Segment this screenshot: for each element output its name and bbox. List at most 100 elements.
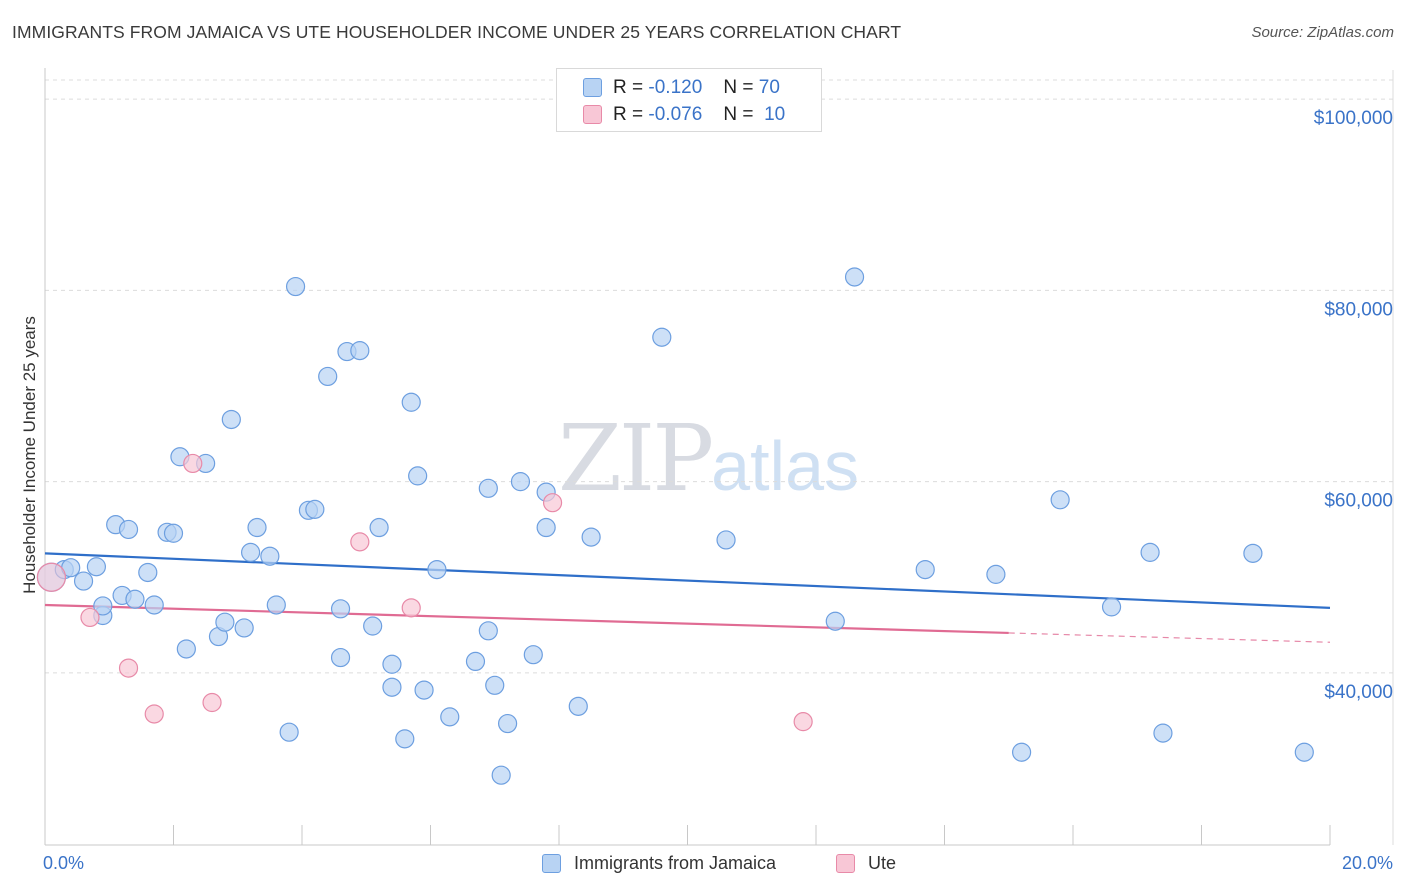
legend-n-label: N = — [723, 104, 754, 125]
trend-line-ute — [44, 603, 1009, 635]
point-jamaica — [285, 276, 306, 297]
y-tick-label: $40,000 — [1324, 682, 1393, 703]
legend-r-label: R = — [613, 104, 644, 125]
point-ute — [202, 692, 222, 713]
gridlines — [45, 79, 1395, 674]
point-jamaica — [986, 564, 1006, 584]
point-jamaica — [465, 651, 486, 672]
point-jamaica — [330, 599, 351, 619]
point-jamaica — [1294, 742, 1314, 762]
point-jamaica — [93, 596, 113, 616]
point-jamaica — [485, 675, 505, 695]
point-jamaica — [369, 517, 389, 538]
point-jamaica — [144, 595, 164, 615]
point-jamaica — [510, 472, 531, 492]
point-jamaica — [523, 645, 543, 665]
point-jamaica — [581, 527, 601, 547]
point-jamaica — [844, 267, 865, 287]
point-jamaica — [536, 517, 556, 538]
point-jamaica — [266, 595, 286, 615]
point-jamaica — [318, 366, 338, 387]
point-jamaica — [408, 466, 428, 486]
point-jamaica — [414, 680, 434, 700]
point-jamaica — [1050, 490, 1070, 510]
point-jamaica — [118, 519, 139, 540]
x-tick-label-max: 20.0% — [1342, 853, 1393, 873]
point-jamaica — [234, 618, 254, 638]
point-jamaica — [221, 409, 241, 430]
trend-line-dashed-ute — [1008, 632, 1331, 643]
point-jamaica — [716, 530, 736, 550]
point-jamaica — [652, 327, 672, 347]
point-jamaica — [279, 722, 299, 742]
legend-r-value: -0.076 — [648, 104, 703, 125]
point-ute — [542, 493, 563, 513]
legend-swatch-jamaica — [542, 854, 561, 873]
y-tick-label: $80,000 — [1324, 299, 1393, 320]
point-jamaica — [1153, 723, 1173, 743]
source-credit: Source: ZipAtlas.com — [1251, 24, 1394, 41]
point-jamaica — [125, 589, 145, 609]
point-jamaica — [440, 707, 460, 727]
x-tick-label-min: 0.0% — [43, 853, 84, 873]
legend-swatch-ute — [836, 854, 855, 873]
point-jamaica — [138, 562, 158, 583]
point-jamaica — [1140, 542, 1160, 562]
point-jamaica — [498, 713, 518, 734]
point-ute — [144, 704, 164, 724]
legend-r-value: -0.120 — [648, 77, 703, 98]
point-jamaica — [363, 616, 383, 636]
y-tick-label: $100,000 — [1314, 108, 1393, 129]
legend-n-label: N = — [723, 77, 754, 98]
point-jamaica — [73, 571, 94, 591]
point-ute — [36, 562, 67, 592]
y-tick-label: $60,000 — [1324, 491, 1393, 512]
trend-line-jamaica — [44, 552, 1331, 609]
point-jamaica — [478, 621, 498, 641]
point-jamaica — [330, 647, 351, 668]
point-jamaica — [491, 765, 511, 785]
watermark-atlas: atlas — [711, 427, 860, 505]
point-jamaica — [163, 523, 184, 543]
point-ute — [80, 607, 100, 628]
axes — [44, 68, 1394, 846]
watermark-zip: ZIP — [558, 405, 714, 512]
legend-label-ute: Ute — [868, 853, 897, 873]
point-ute — [350, 532, 370, 552]
point-jamaica — [1011, 742, 1032, 762]
legend-swatch-ute — [583, 105, 602, 124]
legend-n-value: 70 — [758, 77, 780, 98]
point-ute — [401, 598, 421, 618]
data-points — [36, 267, 1314, 785]
point-jamaica — [176, 639, 196, 659]
point-jamaica — [1101, 597, 1122, 617]
point-jamaica — [825, 611, 845, 631]
point-jamaica — [86, 557, 107, 577]
point-ute — [793, 712, 813, 732]
point-jamaica — [478, 478, 498, 498]
point-jamaica — [350, 341, 370, 361]
point-jamaica — [247, 517, 267, 538]
point-jamaica — [260, 546, 280, 566]
tick-labels: $40,000 $60,000 $80,000 $100,000 0.0% 20.0% — [43, 108, 1393, 873]
point-jamaica — [305, 499, 325, 519]
y-axis-label: Householder Income Under 25 years — [20, 316, 39, 594]
legend-r-label: R = — [613, 77, 644, 98]
point-jamaica — [427, 559, 447, 580]
watermark: ZIPatlas — [558, 405, 859, 512]
point-ute — [183, 453, 203, 474]
correlation-legend: R = -0.120 N = 70 R = -0.076 N = 10 — [556, 68, 822, 132]
legend-swatch-jamaica — [583, 78, 602, 97]
point-jamaica — [1243, 543, 1263, 563]
point-jamaica — [215, 612, 235, 632]
legend-label-jamaica: Immigrants from Jamaica — [574, 853, 777, 873]
chart-title: IMMIGRANTS FROM JAMAICA VS UTE HOUSEHOLD… — [12, 22, 902, 42]
point-jamaica — [382, 654, 402, 674]
point-jamaica — [401, 392, 421, 412]
legend-n-value: 10 — [764, 104, 786, 125]
point-jamaica — [915, 559, 935, 580]
point-jamaica — [382, 677, 402, 697]
point-jamaica — [568, 696, 588, 716]
point-jamaica — [241, 542, 261, 562]
